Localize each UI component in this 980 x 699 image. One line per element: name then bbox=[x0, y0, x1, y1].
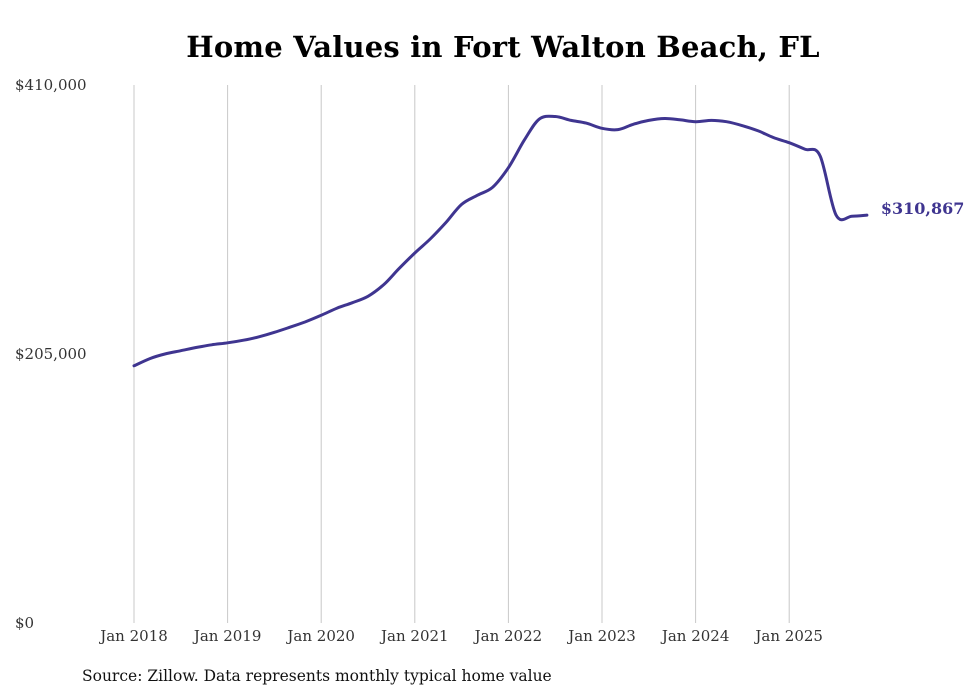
series-group bbox=[132, 114, 869, 368]
y-tick-label: $205,000 bbox=[15, 345, 87, 363]
y-tick-label: $410,000 bbox=[15, 76, 87, 94]
series-line-0 bbox=[132, 114, 869, 368]
x-axis-ticks: Jan 2018 Jan 2019 Jan 2020 Jan 2021 Jan 2022… bbox=[98, 627, 823, 645]
y-tick-label: $0 bbox=[15, 614, 34, 632]
x-tick-label: Jan 2025 bbox=[753, 627, 823, 645]
x-tick-label: Jan 2023 bbox=[566, 627, 636, 645]
y-axis-ticks: $0 $205,000 $410,000 bbox=[15, 76, 87, 632]
x-tick-label: Jan 2021 bbox=[379, 627, 449, 645]
x-tick-label: Jan 2024 bbox=[660, 627, 730, 645]
chart-title: Home Values in Fort Walton Beach, FL bbox=[186, 30, 820, 64]
source-note: Source: Zillow. Data represents monthly … bbox=[82, 667, 552, 685]
x-tick-label: Jan 2020 bbox=[285, 627, 355, 645]
gridlines bbox=[133, 85, 790, 623]
annotations: $310,867 bbox=[881, 199, 965, 218]
x-tick-label: Jan 2018 bbox=[98, 627, 168, 645]
x-tick-label: Jan 2022 bbox=[473, 627, 543, 645]
end-value-label: $310,867 bbox=[881, 199, 965, 218]
x-tick-label: Jan 2019 bbox=[192, 627, 262, 645]
